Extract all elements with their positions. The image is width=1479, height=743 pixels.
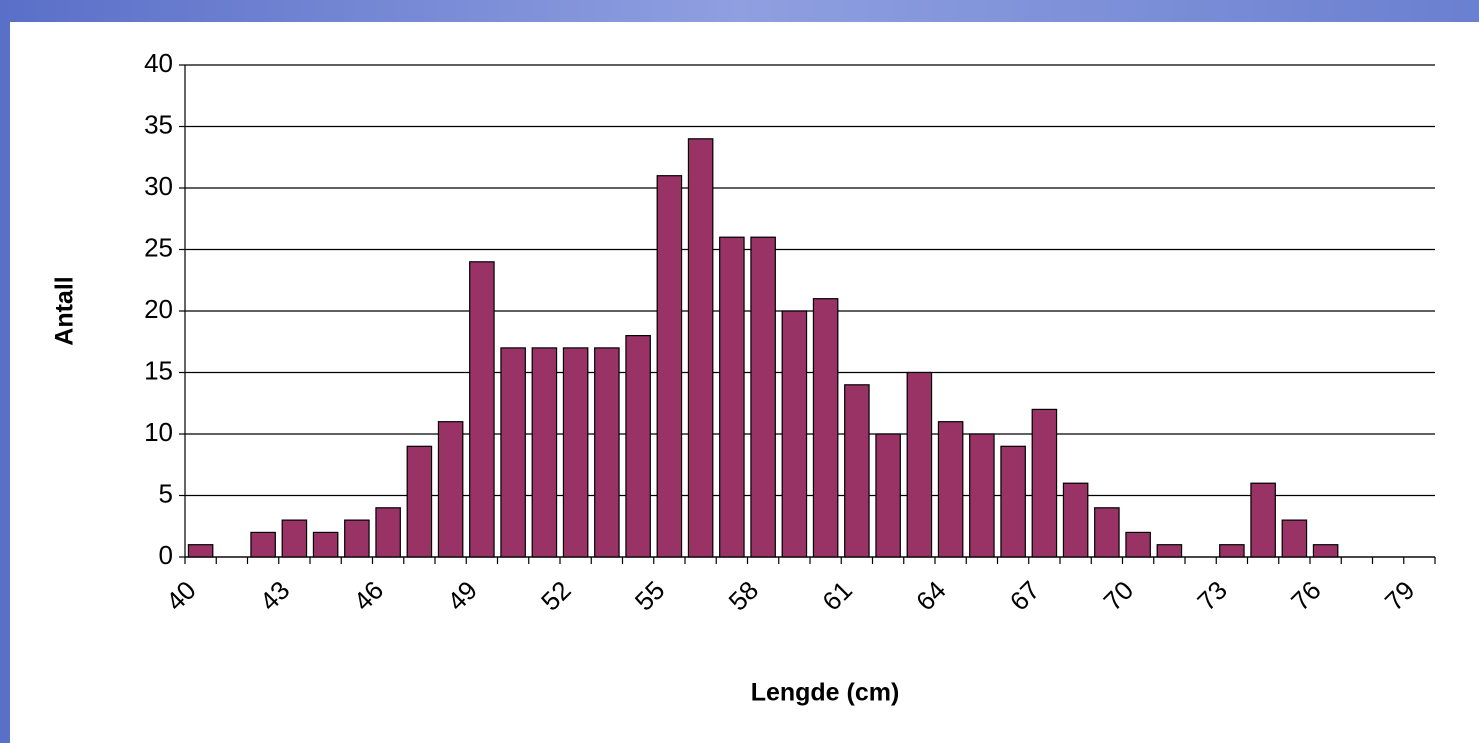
y-tick-label: 40 [144,48,173,78]
x-axis-title: Lengde (cm) [751,679,900,707]
y-tick-label: 35 [144,109,173,139]
bar [687,138,714,558]
bar [875,433,901,558]
bar [844,384,870,558]
bar [187,544,214,558]
y-tick-label: 15 [144,355,173,385]
y-tick-label: 25 [144,232,173,262]
bar [469,261,495,558]
bar [625,335,651,558]
bar [1250,482,1276,558]
bar [375,507,401,558]
bar [437,421,464,558]
bar [1094,507,1120,558]
bar [1312,544,1339,558]
y-tick-label: 5 [159,478,173,508]
bar [1031,408,1058,558]
bar [344,519,370,558]
bar [1156,544,1183,558]
bar [781,310,808,558]
y-tick-label: 10 [144,417,173,447]
bar [594,347,620,558]
bar [1219,544,1245,558]
bar [562,347,589,558]
y-tick-label: 30 [144,171,173,201]
bar [1125,531,1151,558]
bar [937,421,964,558]
bar [969,433,995,558]
bar [1000,445,1026,558]
bar [906,371,933,558]
bar [531,347,558,558]
bar [1281,519,1308,558]
y-axis-title: Antall [51,276,79,345]
bar [281,519,308,558]
bar [656,175,683,558]
y-tick-label: 0 [159,540,173,570]
bar [719,236,745,558]
bar [1062,482,1089,558]
bar [250,531,276,558]
bar [312,531,339,558]
bar [500,347,526,558]
bar [406,445,433,558]
bar [750,236,776,558]
y-tick-label: 20 [144,294,173,324]
bar [812,298,839,558]
